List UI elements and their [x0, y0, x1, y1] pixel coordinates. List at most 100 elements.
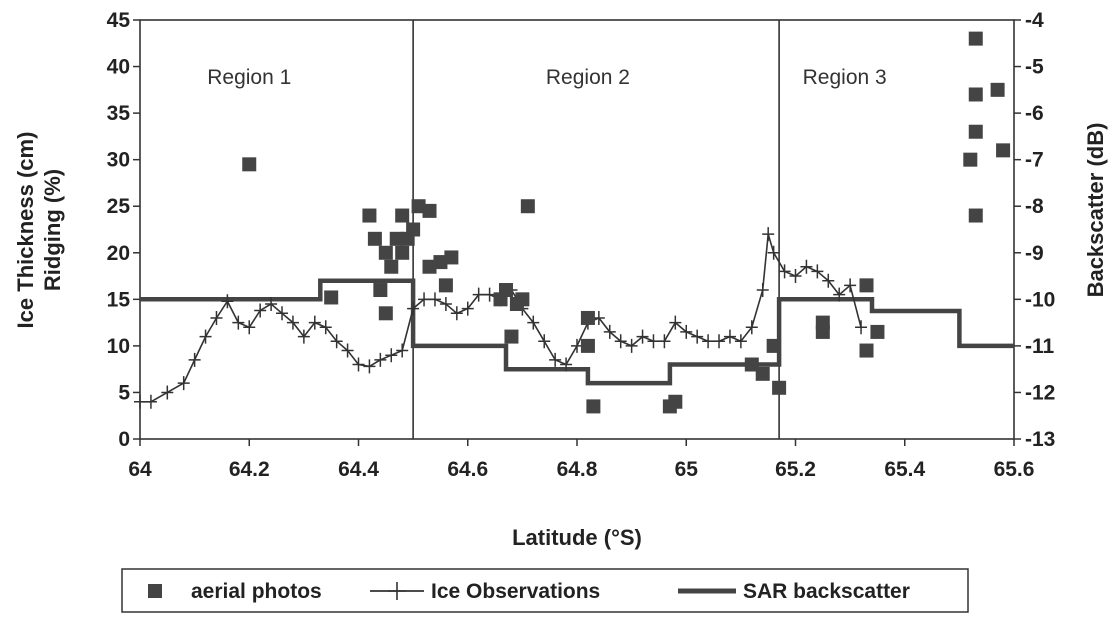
x-tick-label: 65.6 — [994, 458, 1035, 481]
aerial-photo-point — [411, 199, 426, 214]
aerial-photo-point — [744, 357, 759, 372]
legend-box — [121, 568, 969, 613]
ice-observation-point — [341, 343, 354, 358]
y-tick-label: 0 — [118, 428, 130, 451]
x-tick-label: 65.2 — [775, 458, 816, 481]
ice-observation-point — [472, 287, 485, 302]
y-tick-label: 30 — [107, 149, 130, 172]
y2-tick-label: -9 — [1025, 242, 1044, 265]
aerial-photo-point — [498, 283, 513, 298]
aerial-photo-point — [968, 124, 983, 139]
aerial-photo-point — [963, 152, 978, 167]
ice-observation-point — [713, 334, 726, 349]
ice-observation-point — [385, 348, 398, 363]
y2-tick-label: -5 — [1025, 56, 1044, 79]
aerial-photo-point — [766, 338, 781, 353]
y-tick-label: 15 — [107, 288, 131, 311]
aerial-photo-point — [433, 255, 448, 270]
ice-observation-point — [265, 296, 278, 311]
aerial-photo-point — [772, 380, 787, 395]
ice-observation-point — [308, 315, 321, 330]
y2-axis-title: Backscatter (dB) — [1083, 123, 1108, 298]
ice-observation-point — [134, 394, 146, 409]
y2-tick-label: -10 — [1025, 288, 1055, 311]
series-layer — [134, 31, 1014, 414]
ice-observation-point — [221, 294, 234, 309]
ice-observation-point — [822, 273, 835, 288]
aerial-photo-point — [422, 203, 437, 218]
aerial-photo-point — [859, 278, 874, 293]
aerial-photo-point — [859, 343, 874, 358]
ice-observation-point — [407, 301, 420, 316]
y2-tick-label: -6 — [1025, 102, 1044, 125]
ice-observation-point — [833, 287, 846, 302]
aerial-photo-point — [389, 231, 404, 246]
ice-observation-point — [352, 357, 365, 372]
ice-observation-point — [538, 334, 551, 349]
y2-tick-label: -8 — [1025, 195, 1044, 218]
ice-observation-point — [188, 352, 201, 367]
ice-observation-point — [243, 320, 256, 335]
ice-observation-point — [756, 283, 769, 298]
x-tick-label: 64.4 — [338, 458, 379, 481]
aerial-photo-point — [870, 324, 885, 339]
y-tick-label: 25 — [107, 195, 131, 218]
y-tick-label: 10 — [107, 335, 130, 358]
y2-tick-label: -4 — [1025, 9, 1044, 32]
ice-observation-point — [177, 376, 190, 391]
ice-observation-point — [232, 315, 245, 330]
y2-tick-label: -11 — [1025, 335, 1055, 358]
ice-observation-point — [210, 310, 223, 325]
region-label: Region 2 — [546, 66, 630, 89]
ice-observation-point — [549, 352, 562, 367]
aerial-photo-point — [373, 283, 388, 298]
x-tick-label: 64.8 — [557, 458, 598, 481]
y-tick-label: 5 — [118, 381, 130, 404]
ice-observation-point — [702, 334, 715, 349]
region-boundaries: Region 1 Region 2 Region 3 — [207, 20, 887, 439]
aerial-photo-point — [438, 278, 453, 293]
ice-observation-point — [647, 334, 660, 349]
legend-label-aerial-photos: aerial photos — [191, 580, 322, 603]
aerial-photo-point — [395, 208, 410, 223]
legend-marker-aerial-photos — [148, 584, 162, 598]
x-tick-label: 64 — [128, 458, 152, 481]
ice-observation-point — [161, 385, 174, 400]
aerial-photo-point — [580, 310, 595, 325]
ice-observation-point — [658, 334, 671, 349]
right-axis-ticks: -13 -12 -11 -10 -9 -8 -7 -6 -5 -4 — [1014, 9, 1055, 451]
ice-observation-point — [439, 296, 452, 311]
x-tick-label: 64.6 — [447, 458, 488, 481]
ice-observation-point — [461, 301, 474, 316]
x-axis-title: Latitude (°S) — [512, 525, 642, 550]
aerial-photo-point — [580, 338, 595, 353]
ice-observation-point — [762, 227, 775, 242]
y2-tick-label: -13 — [1025, 428, 1055, 451]
region-label: Region 3 — [803, 66, 887, 89]
y-tick-label: 45 — [107, 9, 131, 32]
y-tick-label: 35 — [107, 102, 131, 125]
series-sar-backscatter — [140, 278, 1014, 386]
ice-observation-point — [734, 334, 747, 349]
ice-observation-point — [560, 357, 573, 372]
legend-label-ice-observations: Ice Observations — [431, 580, 600, 603]
aerial-photo-point — [367, 231, 382, 246]
aerial-photo-point — [384, 259, 399, 274]
ice-observation-point — [144, 394, 157, 409]
aerial-photo-point — [395, 245, 410, 260]
aerial-photo-point — [378, 306, 393, 321]
ice-observation-point — [396, 343, 409, 358]
aerial-photo-point — [586, 399, 601, 414]
ice-observation-point — [374, 352, 387, 367]
aerial-photo-point — [996, 143, 1011, 158]
ice-observation-point — [603, 324, 616, 339]
ice-observation-point — [723, 329, 736, 344]
legend-label-sar-backscatter: SAR backscatter — [743, 580, 910, 603]
aerial-photo-point — [362, 208, 377, 223]
aerial-photo-point — [815, 315, 830, 330]
aerial-photo-point — [378, 245, 393, 260]
ice-observation-point — [778, 264, 791, 279]
aerial-photo-point — [968, 208, 983, 223]
ice-observation-point — [199, 329, 212, 344]
y2-tick-label: -7 — [1025, 149, 1044, 172]
